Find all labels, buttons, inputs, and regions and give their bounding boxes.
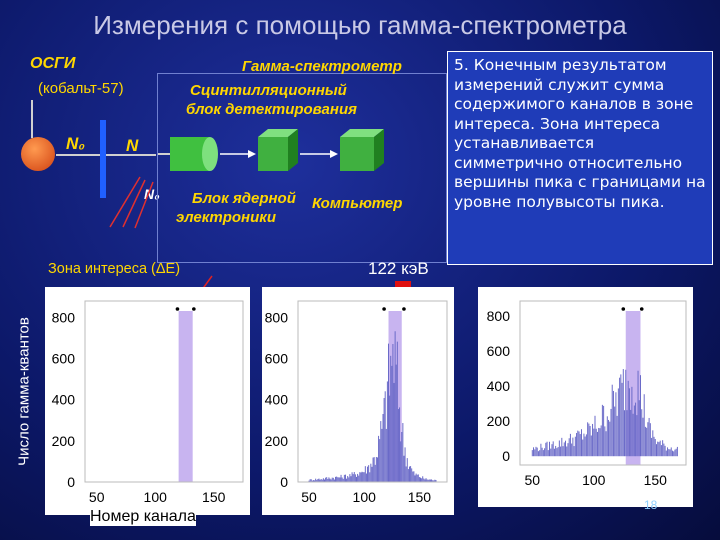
absorber-plate xyxy=(100,120,106,198)
spectrometer-frame xyxy=(157,73,447,263)
y-tick-label: 200 xyxy=(52,433,76,449)
x-tick-label: 50 xyxy=(525,472,541,488)
half-max-marker xyxy=(382,307,386,311)
electronics-label-2: электроники xyxy=(176,209,277,226)
y-tick-label: 200 xyxy=(265,433,289,449)
scint-block-label-2: блок детектирования xyxy=(186,101,357,118)
roi-band xyxy=(178,311,193,482)
scattered-n0-label: N₀ xyxy=(144,186,160,202)
half-max-marker xyxy=(175,307,180,311)
chart-panel-1: 0 200 400 600 800 50 100 150 xyxy=(45,287,250,515)
half-max-marker xyxy=(639,307,644,311)
chart-panel-3: 0 200 400 600 800 50 100 150 xyxy=(478,287,693,507)
source-isotope: (кобальт-57) xyxy=(38,80,124,97)
x-tick-label: 150 xyxy=(644,472,668,488)
x-tick-label: 150 xyxy=(408,489,432,505)
scint-block-label-1: Сцинтилляционный xyxy=(190,82,347,99)
info-text-box: 5. Конечным результатом измерений служит… xyxy=(447,51,713,265)
block-diagram xyxy=(158,129,384,171)
y-tick-label: 600 xyxy=(487,343,511,359)
y-tick-label: 0 xyxy=(502,448,510,464)
x-tick-label: 100 xyxy=(582,472,606,488)
x-tick-label: 100 xyxy=(144,489,168,505)
y-axis-label: Число гамма-квантов xyxy=(15,317,33,466)
y-tick-label: 600 xyxy=(265,350,289,366)
source-n0-label: N₀ xyxy=(66,134,85,153)
slide-title: Измерения с помощью гамма-спектрометра xyxy=(93,10,627,40)
axes-frame xyxy=(519,300,687,466)
computer-label: Компьютер xyxy=(312,195,403,212)
y-tick-label: 800 xyxy=(265,309,289,325)
y-tick-label: 800 xyxy=(52,309,76,325)
y-tick-label: 400 xyxy=(52,392,76,408)
roi-label: Зона интереса (ΔE) xyxy=(48,261,181,277)
half-max-marker xyxy=(402,307,406,311)
peak-energy-label: 122 кэВ xyxy=(368,259,429,278)
x-tick-label: 50 xyxy=(301,489,317,505)
axes-frame xyxy=(84,300,244,483)
half-max-marker xyxy=(621,307,626,311)
spectrometer-label: Гамма-спектрометр xyxy=(242,58,402,75)
y-tick-label: 0 xyxy=(280,474,288,490)
chart-panel-2: 0 200 400 600 800 50 100 150 xyxy=(262,287,454,515)
scatter-arrows xyxy=(109,176,154,229)
x-tick-label: 100 xyxy=(353,489,377,505)
beam-n-label: N xyxy=(126,136,139,155)
electronics-label-1: Блок ядерной xyxy=(192,190,296,207)
source-sphere xyxy=(21,137,55,171)
source-rod xyxy=(31,100,33,138)
beam-line xyxy=(56,154,156,156)
y-tick-label: 200 xyxy=(487,413,511,429)
y-tick-label: 400 xyxy=(487,378,511,394)
page-number: 18 xyxy=(644,498,658,512)
x-axis-label: Номер канала xyxy=(90,508,196,526)
y-tick-label: 400 xyxy=(265,392,289,408)
x-tick-label: 50 xyxy=(89,489,105,505)
source-label: ОСГИ xyxy=(30,55,76,72)
y-tick-label: 0 xyxy=(67,474,75,490)
y-tick-label: 800 xyxy=(487,308,511,324)
y-tick-label: 600 xyxy=(52,350,76,366)
x-tick-label: 150 xyxy=(202,489,226,505)
axes-frame xyxy=(297,300,448,483)
half-max-marker xyxy=(192,307,196,311)
